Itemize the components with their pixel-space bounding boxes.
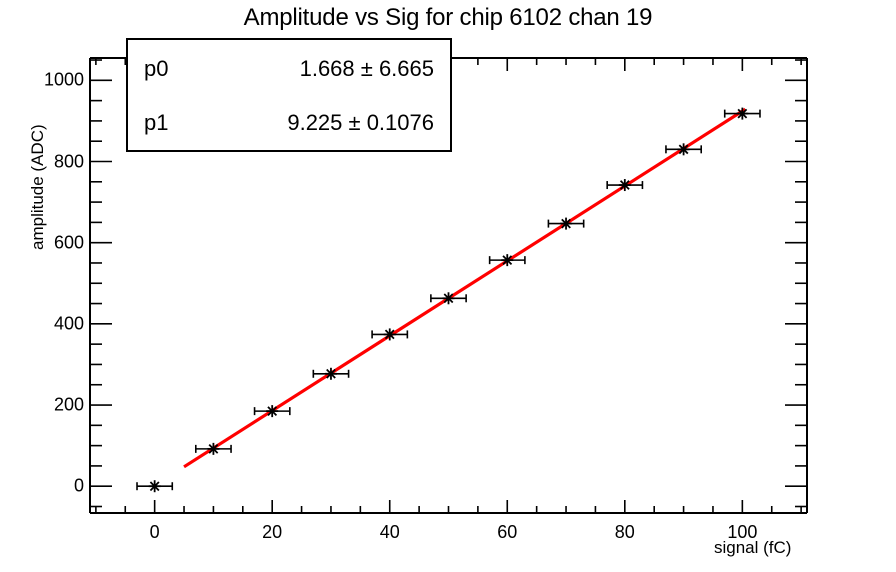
data-point [488,254,526,267]
data-point [136,480,174,493]
marker-stroke [561,218,571,229]
marker-stroke [619,180,630,190]
marker-stroke [502,255,513,266]
marker-stroke [678,144,689,155]
x-tick-label: 40 [379,522,400,542]
x-tick-label: 80 [614,522,635,542]
y-tick-label: 1000 [43,69,84,90]
fit-stats-box: p0 1.668 ± 6.665 p1 9.225 ± 0.1076 [126,38,452,152]
stat-param-value: 1.668 ± 6.665 [299,55,434,81]
data-point [253,405,291,418]
marker-stroke [208,443,219,454]
data-point [665,143,703,156]
data-point [723,107,761,120]
marker-stroke [443,293,454,304]
x-axis-title: signal (fC) [714,538,792,557]
y-tick-label: 0 [73,475,84,496]
y-tick-label: 400 [53,313,84,334]
data-point [606,179,644,192]
page-title: Amplitude vs Sig for chip 6102 chan 19 [243,4,653,31]
data-point [371,328,409,341]
stat-param-name: p1 [144,109,169,135]
y-axis-ticks [90,59,807,508]
data-point [194,442,232,455]
y-tick-label: 600 [53,232,84,253]
marker-stroke [267,406,278,417]
fit-line [183,107,747,469]
x-tick-label: 60 [497,522,518,542]
marker-stroke [384,329,395,340]
marker-stroke [737,108,748,119]
data-point [312,367,350,380]
data-point [430,292,467,305]
fit-line-segment [183,107,747,469]
x-tick-label: 20 [262,522,283,542]
marker-stroke [326,368,336,379]
stat-row: p0 1.668 ± 6.665 [128,40,450,97]
y-tick-label: 800 [53,151,84,171]
marker-stroke [149,481,160,492]
data-points [136,107,761,493]
y-tick-label: 200 [53,394,84,415]
y-axis-title: amplitude (ADC) [28,124,47,250]
x-tick-label: 100 [727,522,758,542]
stat-row: p1 9.225 ± 0.1076 [128,94,450,151]
stat-param-value: 9.225 ± 0.1076 [287,109,434,135]
x-tick-label: 0 [149,522,160,542]
data-point [547,217,585,230]
stat-param-name: p0 [144,55,169,81]
